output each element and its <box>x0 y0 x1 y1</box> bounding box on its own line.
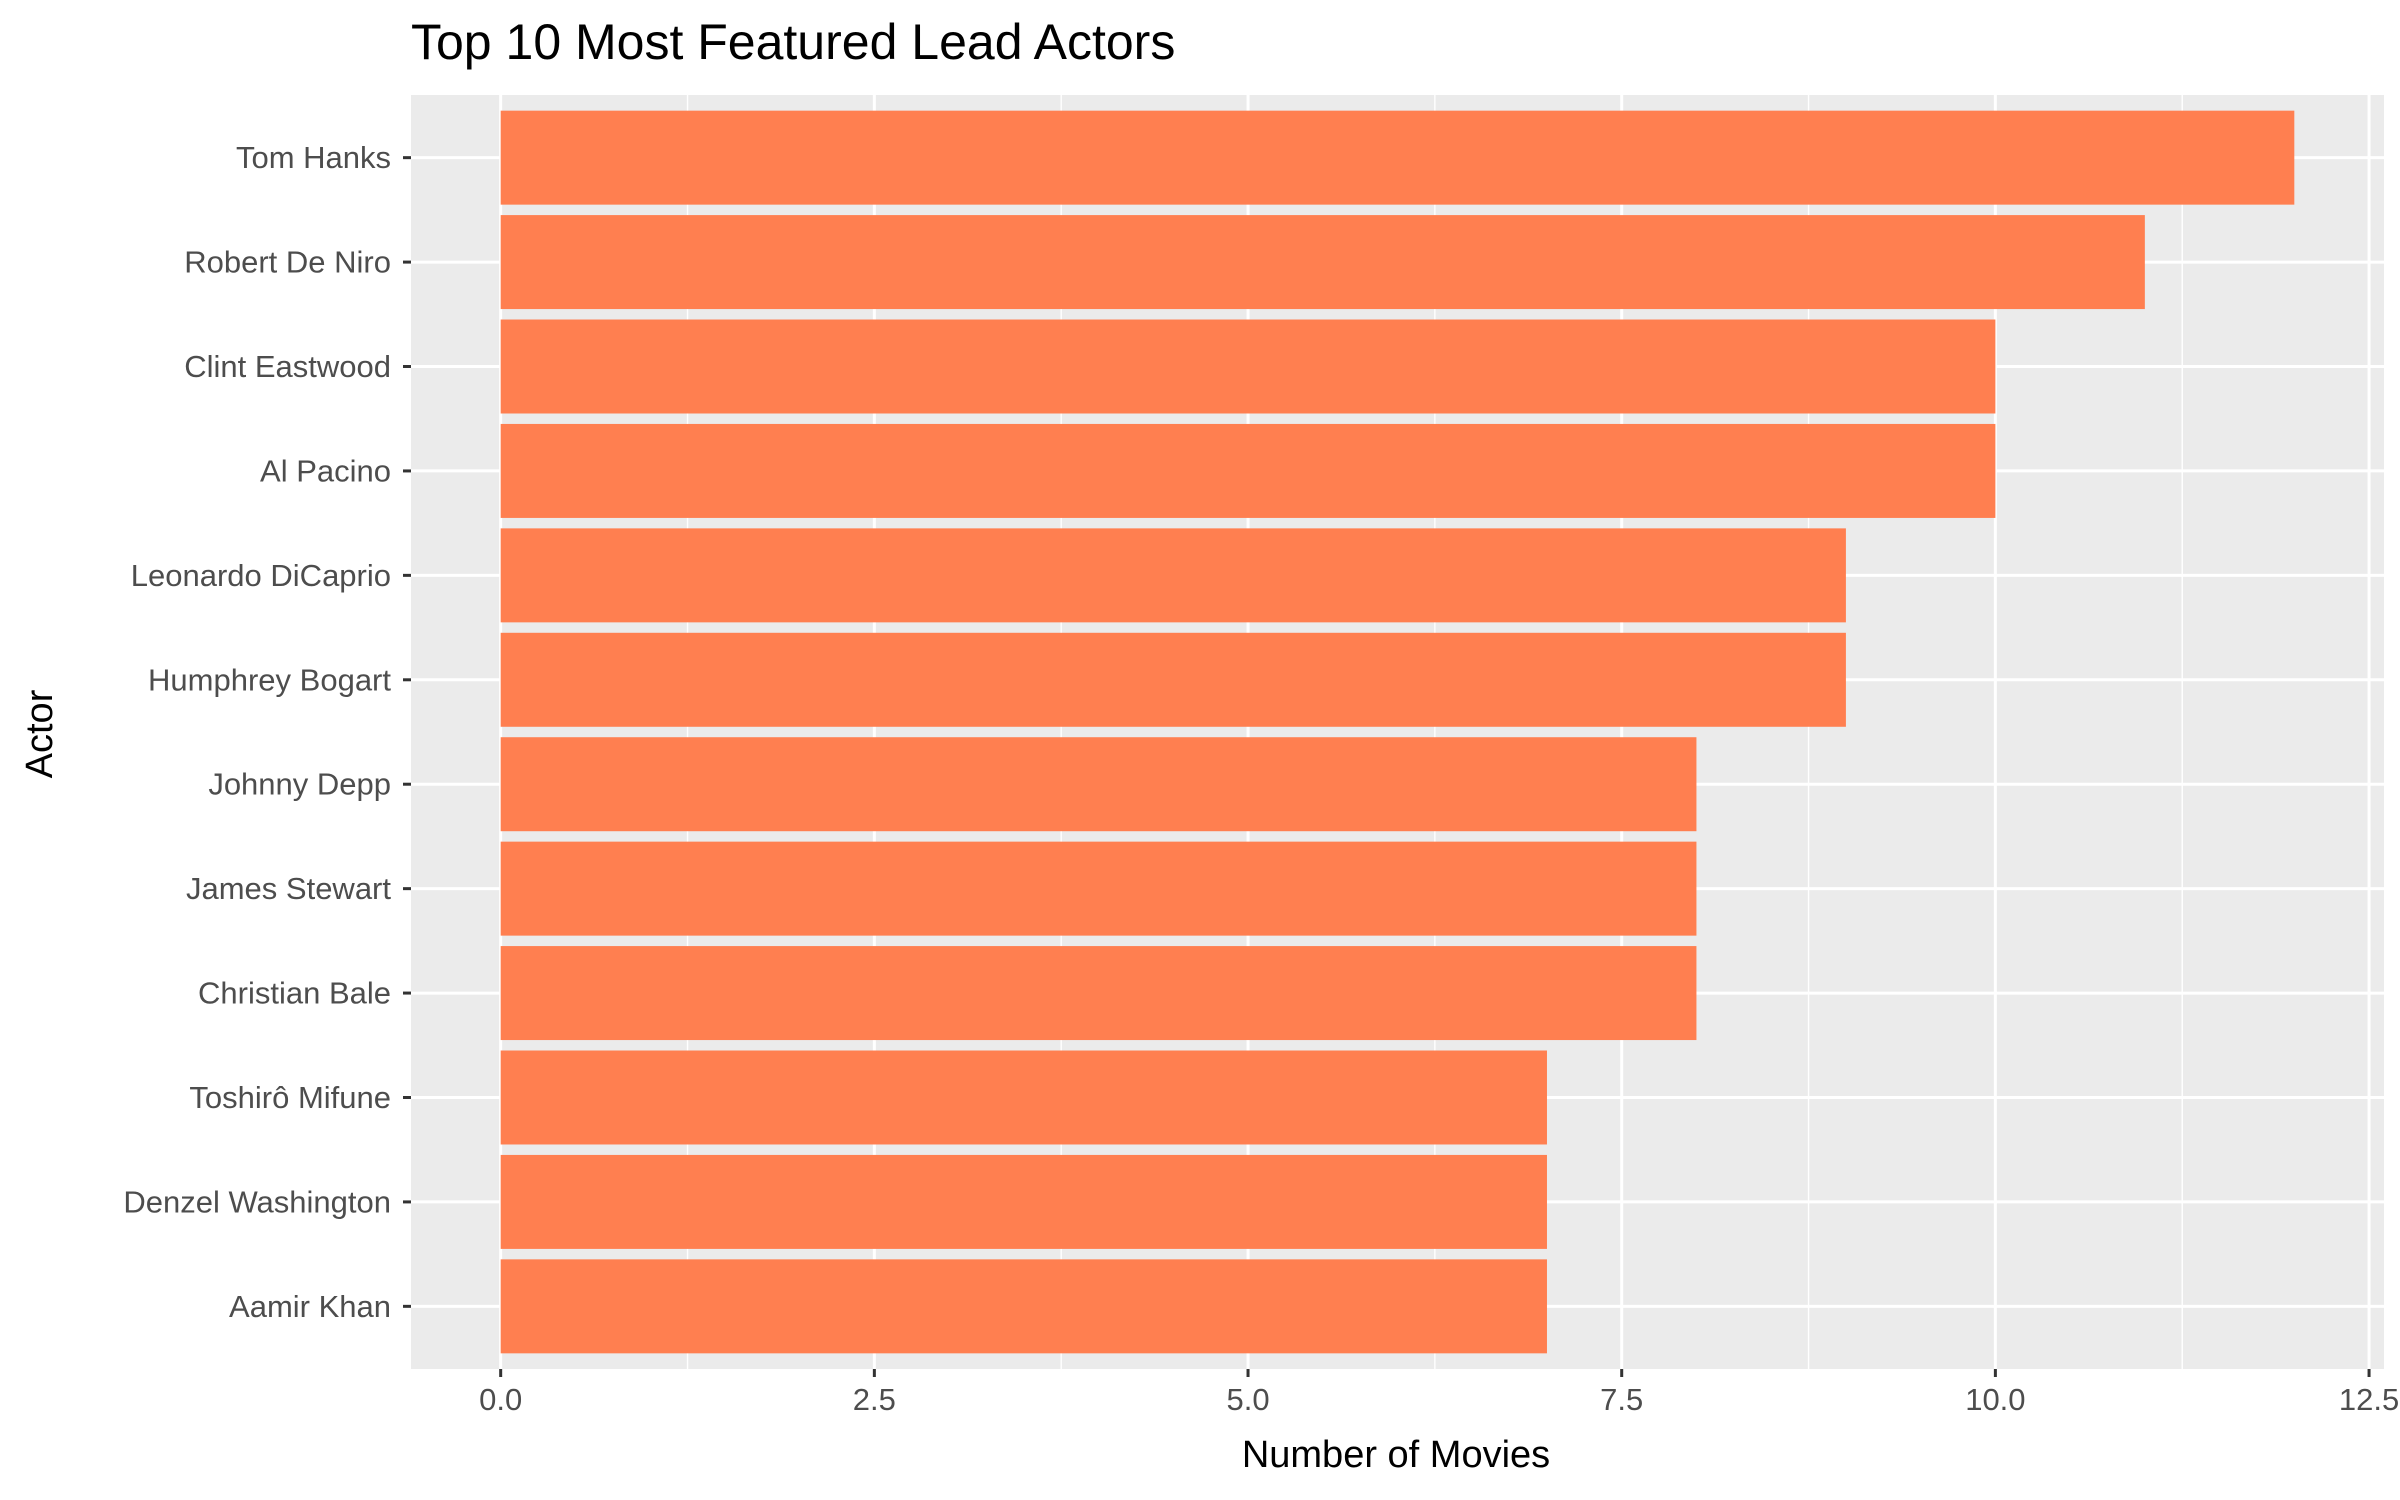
bar <box>500 110 2295 205</box>
y-tick-label: Tom Hanks <box>236 140 391 175</box>
x-tick-label: 10.0 <box>1965 1382 2025 1417</box>
x-tick-label: 5.0 <box>1226 1382 1269 1417</box>
y-tick-label: Johnny Depp <box>208 767 391 802</box>
y-tick-label: Aamir Khan <box>229 1289 391 1324</box>
bar <box>500 1259 1547 1354</box>
bar <box>500 423 1996 518</box>
bar <box>500 528 1846 623</box>
y-tick-label: Denzel Washington <box>123 1184 391 1219</box>
y-tick-label: Humphrey Bogart <box>148 662 391 697</box>
chart-title: Top 10 Most Featured Lead Actors <box>411 14 1175 70</box>
x-tick-label: 7.5 <box>1600 1382 1643 1417</box>
y-tick-label: Toshirô Mifune <box>189 1080 391 1115</box>
y-tick-label: Al Pacino <box>260 453 391 488</box>
y-tick-label: Clint Eastwood <box>184 349 391 384</box>
bar <box>500 632 1846 727</box>
x-tick-label: 0.0 <box>479 1382 522 1417</box>
bar <box>500 319 1996 414</box>
bar <box>500 215 2145 310</box>
bar <box>500 841 1697 936</box>
y-axis: Tom Hanks Robert De Niro Clint Eastwood Al … <box>123 140 411 1324</box>
x-axis-title: Number of Movies <box>1242 1434 1550 1476</box>
x-axis: 0.0 2.5 5.0 7.5 10.0 12.5 <box>479 1369 2399 1417</box>
y-tick-label: James Stewart <box>186 871 391 906</box>
bars-group <box>500 110 2295 1354</box>
y-tick-label: Leonardo DiCaprio <box>131 558 391 593</box>
y-tick-label: Christian Bale <box>198 976 391 1011</box>
x-tick-label: 12.5 <box>2339 1382 2399 1417</box>
y-axis-title: Actor <box>19 689 61 778</box>
bar <box>500 1050 1547 1145</box>
bar <box>500 737 1697 832</box>
x-tick-label: 2.5 <box>853 1382 896 1417</box>
bar <box>500 946 1697 1041</box>
bar <box>500 1154 1547 1249</box>
y-tick-label: Robert De Niro <box>184 245 391 280</box>
